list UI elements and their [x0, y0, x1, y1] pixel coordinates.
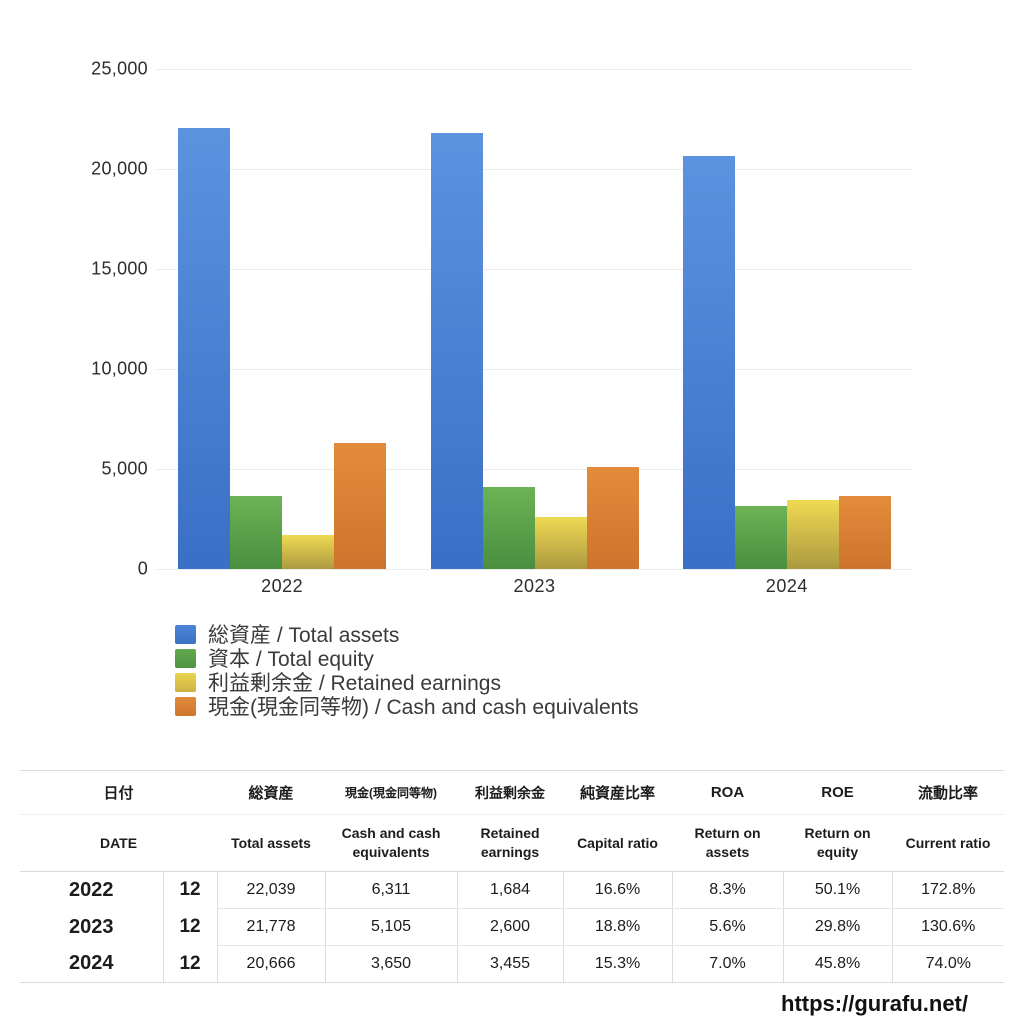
cell-year: 2023 [69, 915, 114, 938]
table-header-jp: 日付 [20, 770, 218, 815]
bar [282, 535, 335, 569]
gridline [156, 568, 913, 570]
chart-legend: 総資産 / Total assets 資本 / Total equity 利益剰余金… [175, 622, 639, 719]
table-row: 2023 12 21,778 5,105 2,600 18.8% 5.6% 29.8% 130.… [20, 908, 1005, 946]
legend-swatch-icon [175, 672, 196, 692]
table-header-jp: 純資産比率 [563, 770, 673, 815]
x-tick-label: 2022 [261, 576, 304, 596]
cell-year: 2024 [69, 952, 114, 975]
legend-item: 現金(現金同等物) / Cash and cash equivalents [175, 694, 639, 719]
legend-swatch-icon [175, 648, 196, 668]
table-row: 2022 12 22,039 6,311 1,684 16.6% 8.3% 50.1% 172.… [20, 871, 1005, 909]
legend-item: 利益剰余金 / Retained earnings [175, 670, 639, 695]
bar [178, 128, 231, 569]
table-header-en: Return on equity [783, 814, 893, 872]
cell-value: 29.8% [782, 908, 893, 946]
table-header-jp: ROE [783, 770, 893, 815]
cell-value: 21,778 [216, 908, 326, 946]
cell-value: 22,039 [216, 871, 326, 909]
y-tick-label: 25,000 [91, 58, 148, 79]
legend-item: 総資産 / Total assets [175, 622, 639, 647]
y-tick-label: 20,000 [91, 158, 148, 179]
bar [586, 467, 639, 569]
x-tick-label: 2024 [765, 576, 808, 596]
y-tick-label: 15,000 [91, 258, 148, 279]
bar [786, 500, 839, 569]
cell-value: 172.8% [891, 871, 1005, 909]
cell-value: 5,105 [324, 908, 458, 946]
cell-value: 8.3% [671, 871, 784, 909]
table-header-jp: 利益剰余金 [457, 770, 564, 815]
table-header-en: DATE [20, 814, 218, 872]
cell-value: 2,600 [456, 908, 564, 946]
table-header-en: Total assets [217, 814, 326, 872]
bar [334, 443, 387, 569]
table-header-jp: 現金(現金同等物) [325, 770, 458, 815]
cell-value: 74.0% [891, 945, 1005, 983]
table-header-en: Return on assets [672, 814, 784, 872]
bar [838, 496, 891, 569]
plot-area [156, 68, 913, 570]
y-tick-label: 10,000 [91, 358, 148, 379]
cell-value: 15.3% [562, 945, 673, 983]
legend-label: 現金(現金同等物) / Cash and cash equivalents [208, 696, 639, 719]
gridline [156, 368, 913, 370]
grouped-bar-chart: 0 5,000 10,000 15,000 20,000 25,000 総資産 / Tot… [0, 59, 913, 719]
table-header-jp: 総資産 [217, 770, 326, 815]
bar [734, 506, 787, 569]
y-tick-label: 0 [137, 558, 148, 579]
x-tick-label: 2023 [513, 576, 556, 596]
gridline [156, 268, 913, 270]
cell-value: 18.8% [562, 908, 673, 946]
legend-swatch-icon [175, 624, 196, 644]
legend-item: 資本 / Total equity [175, 646, 639, 671]
cell-year: 2022 [69, 878, 114, 901]
legend-label: 資本 / Total equity [208, 648, 374, 671]
bar-group-2023 [430, 133, 639, 569]
cell-value: 7.0% [671, 945, 784, 983]
gridline [156, 68, 913, 70]
table-header-en: Retained earnings [457, 814, 564, 872]
cell-value: 50.1% [782, 871, 893, 909]
table-header-jp: ROA [672, 770, 784, 815]
table-row: 2024 12 20,666 3,650 3,455 15.3% 7.0% 45.8% 74.0… [20, 945, 1005, 983]
cell-value: 45.8% [782, 945, 893, 983]
cell-value: 3,455 [456, 945, 564, 983]
bar [482, 487, 535, 569]
bar-group-2022 [178, 128, 387, 569]
gridline [156, 468, 913, 470]
table-header-jp: 流動比率 [892, 770, 1005, 815]
cell-month: 12 [162, 871, 218, 909]
bar-group-2024 [682, 156, 891, 569]
bar [682, 156, 735, 569]
legend-label: 総資産 / Total assets [208, 624, 400, 647]
financial-summary-table: 日付 総資産 現金(現金同等物) 利益剰余金 純資産比率 ROA ROE 流動比率 DATE To… [20, 770, 1005, 983]
cell-value: 5.6% [671, 908, 784, 946]
y-tick-label: 5,000 [101, 458, 148, 479]
cell-value: 130.6% [891, 908, 1005, 946]
cell-value: 3,650 [324, 945, 458, 983]
gridline [156, 168, 913, 170]
cell-value: 16.6% [562, 871, 673, 909]
cell-month: 12 [162, 945, 218, 983]
table-header-en: Capital ratio [563, 814, 673, 872]
legend-label: 利益剰余金 / Retained earnings [208, 672, 501, 695]
bar [430, 133, 483, 569]
cell-value: 20,666 [216, 945, 326, 983]
table-header-en: Current ratio [892, 814, 1005, 872]
cell-value: 1,684 [456, 871, 564, 909]
y-axis-labels: 0 5,000 10,000 15,000 20,000 25,000 [0, 59, 148, 579]
cell-value: 6,311 [324, 871, 458, 909]
bar [534, 517, 587, 569]
legend-swatch-icon [175, 696, 196, 716]
table-header-en: Cash and cash equivalents [325, 814, 458, 872]
bar [230, 496, 283, 569]
cell-month: 12 [162, 908, 218, 946]
site-url-watermark: https://gurafu.net/ [781, 991, 968, 1016]
